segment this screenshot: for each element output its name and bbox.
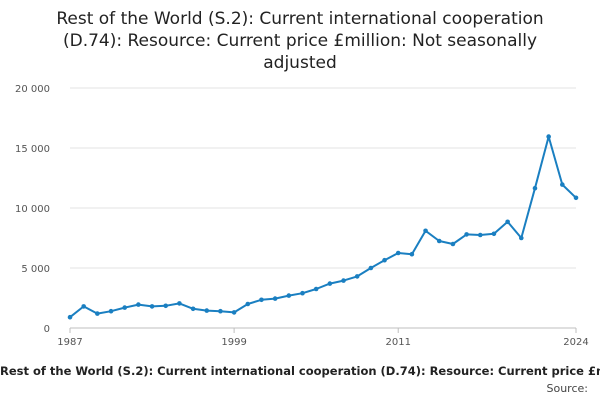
data-point bbox=[259, 297, 264, 303]
data-point bbox=[341, 278, 346, 283]
source-label: Source: bbox=[546, 382, 589, 395]
y-tick-label: 10 000 bbox=[15, 204, 50, 215]
data-point bbox=[81, 304, 86, 309]
data-point bbox=[423, 228, 428, 234]
data-point bbox=[546, 134, 551, 139]
data-point bbox=[300, 290, 305, 296]
y-tick-label: 15 000 bbox=[15, 144, 50, 155]
data-point bbox=[327, 281, 333, 286]
data-point bbox=[532, 185, 538, 191]
data-point bbox=[518, 235, 524, 241]
chart-title-line-1: Rest of the World (S.2): Current interna… bbox=[56, 9, 544, 29]
chart-title: Rest of the World (S.2): Current interna… bbox=[0, 8, 600, 74]
chart-title-line-3: adjusted bbox=[263, 53, 337, 73]
data-point bbox=[313, 286, 319, 292]
data-point bbox=[231, 310, 237, 315]
data-point bbox=[409, 251, 415, 257]
data-point bbox=[560, 182, 565, 187]
data-point bbox=[177, 301, 182, 306]
y-tick-label: 0 bbox=[44, 324, 50, 335]
data-point bbox=[354, 274, 360, 279]
data-point bbox=[477, 232, 483, 238]
data-point bbox=[149, 304, 155, 309]
data-point bbox=[395, 250, 401, 256]
data-point bbox=[204, 308, 210, 313]
data-point bbox=[122, 305, 128, 310]
chart-title-line-2: (D.74): Resource: Current price £million… bbox=[62, 31, 538, 51]
data-point bbox=[436, 238, 442, 244]
data-point bbox=[286, 293, 292, 298]
data-point bbox=[272, 296, 278, 301]
data-point bbox=[464, 232, 469, 237]
data-point bbox=[190, 306, 196, 312]
data-point bbox=[67, 314, 73, 320]
data-point bbox=[505, 219, 510, 225]
data-point bbox=[382, 257, 387, 263]
series-line bbox=[69, 135, 577, 318]
y-tick-label: 5 000 bbox=[21, 264, 50, 275]
x-tick-label: 2011 bbox=[385, 337, 410, 348]
x-tick-label: 1999 bbox=[221, 337, 246, 348]
data-point bbox=[491, 231, 497, 237]
data-point bbox=[245, 301, 251, 307]
data-point bbox=[218, 308, 223, 314]
data-point bbox=[163, 303, 169, 309]
data-point bbox=[108, 308, 114, 314]
data-point bbox=[95, 311, 100, 316]
data-point bbox=[450, 241, 456, 247]
x-axis-title: Rest of the World (S.2): Current interna… bbox=[0, 364, 600, 378]
x-tick-label: 1987 bbox=[57, 337, 82, 348]
y-tick-label: 20 000 bbox=[15, 84, 50, 95]
x-tick-label: 2024 bbox=[563, 337, 588, 348]
data-point bbox=[136, 302, 141, 307]
data-point bbox=[573, 195, 579, 201]
data-point bbox=[368, 265, 374, 271]
